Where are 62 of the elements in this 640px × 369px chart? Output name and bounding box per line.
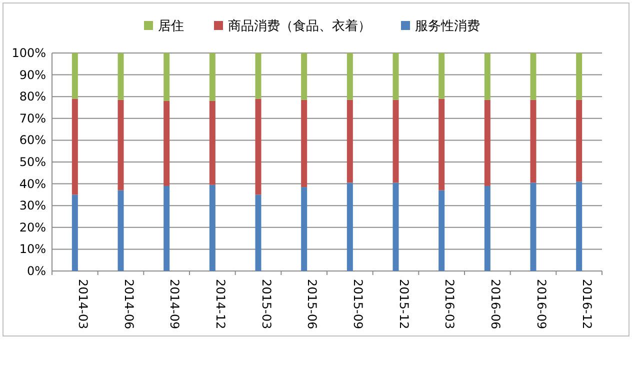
bar [164, 186, 170, 271]
y-tick-label: 0% [26, 264, 46, 278]
bar [530, 53, 536, 100]
x-tick-label: 2014-09 [168, 279, 182, 330]
bar [164, 100, 170, 186]
bar [301, 53, 308, 100]
x-tick-label: 2016-03 [442, 279, 457, 330]
bar [484, 53, 490, 100]
y-tick-label: 100% [12, 46, 46, 60]
bar [438, 98, 445, 190]
x-tick-label: 2015-06 [305, 279, 320, 330]
bar [301, 100, 308, 188]
y-tick-label: 40% [19, 176, 46, 191]
bar [209, 53, 216, 101]
x-tick-label: 2014-03 [76, 279, 90, 330]
bar [576, 53, 582, 100]
bar [530, 182, 536, 271]
bar [164, 53, 170, 101]
y-tick-label: 10% [19, 242, 46, 256]
bar [255, 53, 262, 99]
bar [72, 53, 78, 99]
y-tick-label: 20% [19, 220, 46, 234]
x-tick-label: 2014-12 [213, 279, 228, 330]
y-tick-label: 80% [19, 90, 46, 104]
x-tick-label: 2014-06 [122, 279, 136, 330]
bar [346, 182, 353, 271]
bar [118, 190, 124, 271]
x-tick-label: 2016-06 [488, 279, 502, 330]
bar [346, 100, 353, 183]
bar [484, 186, 490, 271]
legend-label: 居住 [158, 19, 184, 34]
y-tick-label: 30% [19, 198, 46, 213]
bar [576, 100, 582, 182]
bar [118, 100, 124, 190]
y-tick-label: 90% [19, 68, 46, 82]
bar [392, 182, 399, 271]
x-tick-label: 2015-12 [396, 279, 411, 330]
bar [209, 100, 216, 185]
bar [530, 100, 536, 183]
legend-label: 商品消费（食品、衣着） [228, 18, 371, 34]
bar [438, 190, 445, 271]
bar [392, 100, 399, 183]
bar [255, 98, 262, 195]
x-tick-label: 2015-09 [350, 279, 365, 330]
bar [438, 53, 445, 99]
legend-label: 服务性消费 [415, 19, 480, 34]
bar [576, 182, 582, 271]
y-tick-label: 70% [19, 111, 46, 126]
bar [209, 184, 216, 271]
bar [301, 187, 308, 271]
bar [118, 53, 124, 100]
bar [72, 194, 78, 271]
x-tick-label: 2015-03 [259, 279, 274, 330]
y-tick-label: 60% [19, 133, 46, 148]
bar [392, 53, 399, 100]
bar [255, 194, 262, 271]
bar [484, 100, 490, 186]
bar [346, 53, 353, 100]
x-tick-label: 2016-12 [580, 279, 594, 330]
y-tick-label: 50% [19, 155, 46, 169]
x-tick-label: 2016-09 [534, 279, 548, 330]
bar [72, 98, 78, 195]
